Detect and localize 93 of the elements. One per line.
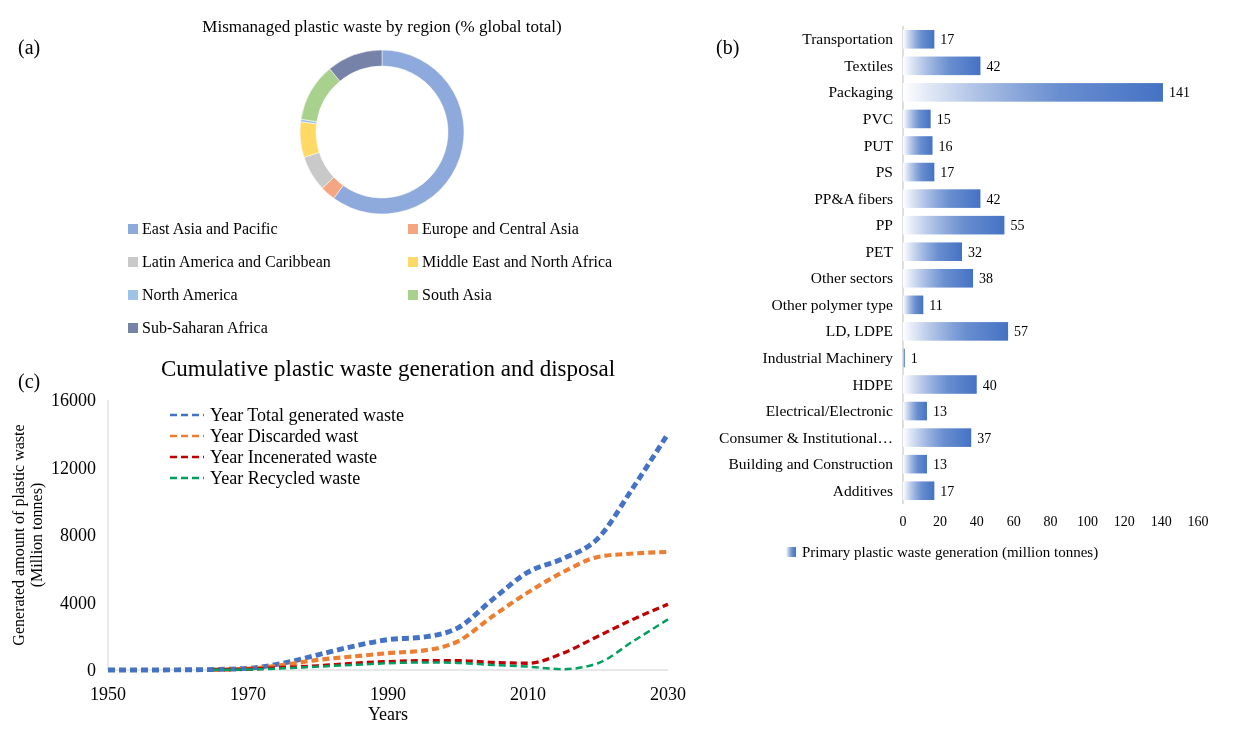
text: (c) — [18, 370, 41, 393]
data-label: 141 — [1168, 85, 1190, 101]
y-tick-label: PP&A fibers — [814, 189, 893, 207]
bar — [903, 83, 1163, 102]
y-tick-label: 4000 — [60, 592, 96, 613]
bar — [903, 268, 974, 288]
x-tick-label: 100 — [1076, 514, 1098, 529]
data-label: 15 — [936, 111, 951, 127]
chart-title: Mismanaged plastic waste by region (% global total) — [202, 17, 562, 36]
bar — [903, 401, 927, 421]
bar — [903, 322, 1009, 341]
y-tick-label: 0 — [87, 660, 96, 680]
x-tick-label: 80 — [1043, 514, 1058, 529]
y-tick-label: 16000 — [51, 390, 96, 410]
data-label: 37 — [977, 430, 992, 446]
y-tick-label: Electrical/Electronic — [765, 402, 894, 420]
legend-label: Year Total generated waste — [210, 405, 405, 425]
x-tick-label: 2010 — [510, 684, 546, 704]
y-tick-label: Other polymer type — [771, 295, 894, 313]
y-tick-label: PVC — [862, 109, 893, 127]
text: (b) — [716, 36, 740, 59]
legend-label: North America — [142, 286, 238, 303]
y-tick-label: Building and Construction — [728, 455, 894, 473]
line-series — [211, 618, 670, 672]
bar — [903, 295, 924, 315]
y-tick-label: Transportation — [802, 30, 894, 48]
data-label: 40 — [982, 377, 997, 393]
text: (a) — [18, 36, 41, 59]
legend-label: Year Discarded wast — [210, 426, 359, 446]
bar — [903, 454, 927, 474]
data-label: 17 — [940, 165, 955, 181]
x-tick-label: 60 — [1006, 514, 1021, 529]
y-tick-label: LD, LDPE — [825, 322, 893, 340]
x-tick-label: 2030 — [650, 684, 686, 704]
y-tick-label: Textiles — [844, 56, 893, 74]
line-series — [211, 602, 670, 672]
y-tick-label: Consumer & Institutional… — [719, 428, 893, 446]
legend-label: Europe and Central Asia — [422, 220, 579, 238]
bar — [903, 109, 931, 129]
y-axis-title: Generated amount of plastic waste (Million tonnes) — [10, 424, 46, 646]
y-tick-label: Other sectors — [810, 269, 893, 287]
data-label: 17 — [940, 483, 955, 499]
data-label: 16 — [938, 138, 953, 154]
data-label: 55 — [1010, 218, 1025, 234]
bar — [903, 375, 977, 394]
data-label: 42 — [986, 58, 1001, 74]
legend-label: Latin America and Caribbean — [142, 253, 331, 270]
data-label: 17 — [940, 32, 955, 48]
y-tick-label: 12000 — [51, 457, 96, 478]
bar — [903, 189, 981, 208]
x-tick-label: 0 — [899, 514, 907, 529]
data-label: 42 — [986, 191, 1001, 207]
x-tick-label: 40 — [969, 514, 984, 529]
x-tick-label: 1950 — [90, 684, 126, 704]
x-tick-label: 1970 — [230, 684, 266, 704]
legend-label: South Asia — [422, 286, 492, 303]
bar — [903, 56, 981, 76]
data-label: 13 — [932, 457, 947, 473]
x-tick-label: 160 — [1187, 514, 1209, 529]
x-tick-label: 140 — [1150, 514, 1172, 529]
x-tick-label: 1990 — [370, 684, 406, 704]
y-tick-label: 8000 — [60, 525, 96, 545]
y-tick-label: PUT — [863, 136, 894, 154]
legend-label: East Asia and Pacific — [142, 220, 278, 237]
y-tick-label: Industrial Machinery — [762, 348, 894, 366]
data-label: 57 — [1014, 324, 1029, 340]
y-tick-label: PET — [865, 242, 894, 260]
data-label: 13 — [932, 404, 947, 420]
bar — [903, 428, 972, 447]
legend-label: Middle East and North Africa — [422, 253, 613, 270]
legend-label: Sub-Saharan Africa — [142, 319, 268, 336]
bar — [903, 215, 1005, 235]
x-axis-title: Years — [367, 704, 409, 724]
data-label: 38 — [979, 271, 994, 287]
legend-label: Primary plastic waste generation (million tonnes) — [802, 544, 1099, 561]
chart-title: Cumulative plastic waste generation and disposal — [160, 356, 616, 381]
x-tick-label: 120 — [1113, 514, 1135, 529]
bar — [903, 29, 935, 49]
bar — [903, 136, 933, 155]
x-tick-label: 20 — [932, 514, 947, 529]
y-tick-label: HDPE — [852, 375, 893, 393]
legend-label: Year Incenerated waste — [210, 447, 378, 467]
bar — [903, 242, 962, 262]
data-label: 11 — [929, 297, 943, 313]
y-tick-label: Additives — [832, 481, 893, 499]
y-tick-label: PP — [875, 216, 893, 234]
legend-label: Year Recycled waste — [210, 468, 361, 488]
data-label: 32 — [968, 244, 982, 260]
y-tick-label: Packaging — [828, 83, 894, 101]
data-label: 1 — [910, 350, 918, 366]
y-tick-label: PS — [875, 163, 893, 181]
bar — [903, 481, 935, 501]
bar — [903, 162, 935, 182]
